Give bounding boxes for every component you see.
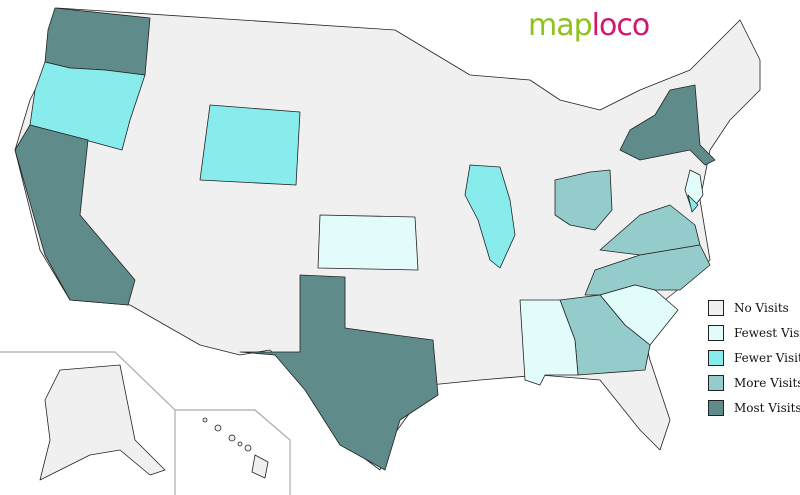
state-ohio[interactable] <box>554 169 613 231</box>
legend-item: Fewest Visits <box>708 320 800 345</box>
legend-swatch <box>708 299 724 316</box>
state-delaware[interactable] <box>687 194 699 213</box>
state-north-carolina[interactable] <box>584 244 711 296</box>
state-oregon[interactable] <box>29 61 146 151</box>
state-hawaii[interactable] <box>202 417 269 479</box>
state-new-york[interactable] <box>619 84 716 166</box>
inset-borders <box>0 351 291 495</box>
legend: No Visits Fewest Visits Fewer Visits Mor… <box>708 295 800 420</box>
legend-item: Fewer Visits <box>708 345 800 370</box>
state-alabama[interactable] <box>519 299 579 386</box>
legend-swatch <box>708 349 724 366</box>
state-illinois[interactable] <box>464 164 516 269</box>
legend-swatch <box>708 324 724 341</box>
legend-item: More Visits <box>708 370 800 395</box>
state-wyoming[interactable] <box>199 104 301 186</box>
state-california[interactable] <box>14 124 136 306</box>
legend-item: No Visits <box>708 295 800 320</box>
state-texas[interactable] <box>239 274 439 471</box>
legend-item: Most Visits <box>708 395 800 420</box>
maploco-logo: maploco <box>528 8 650 43</box>
legend-swatch <box>708 374 724 391</box>
legend-swatch <box>708 399 724 416</box>
state-alaska[interactable] <box>39 364 166 481</box>
state-kansas[interactable] <box>317 214 419 271</box>
state-washington[interactable] <box>44 7 151 76</box>
